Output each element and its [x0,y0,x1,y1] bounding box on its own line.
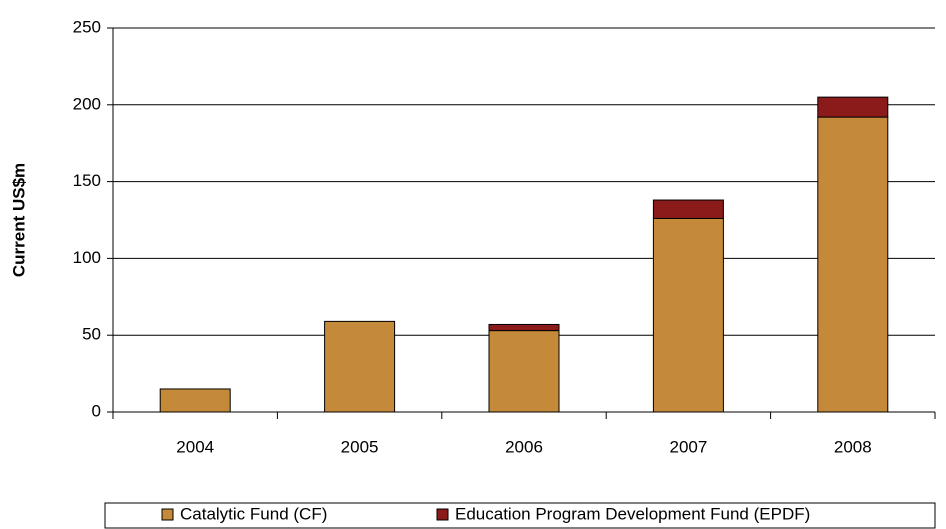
bar-segment [652,217,724,413]
legend-label: Catalytic Fund (CF) [180,504,327,523]
y-tick-label: 250 [73,17,101,36]
bar-segment [652,199,724,219]
legend-box [104,502,936,529]
y-tick-label: 50 [82,325,101,344]
y-tick-label: 0 [92,401,101,420]
x-tick-label: 2007 [669,437,707,456]
y-tick-label: 200 [73,94,101,113]
y-axis-label: Current US$m [9,163,28,277]
bar-segment [488,330,560,413]
y-tick-label: 150 [73,171,101,190]
x-tick-label: 2005 [341,437,379,456]
bar-segment [488,323,560,332]
x-tick-label: 2004 [176,437,214,456]
bar-segment [817,96,889,118]
legend-swatch [161,508,174,521]
x-tick-label: 2008 [834,437,872,456]
bar-segment [817,116,889,413]
bar-segment [159,388,231,413]
legend-label: Education Program Development Fund (EPDF… [455,504,810,523]
bar-segment [324,320,396,413]
legend-swatch [436,508,449,521]
x-tick-label: 2006 [505,437,543,456]
y-tick-label: 100 [73,248,101,267]
